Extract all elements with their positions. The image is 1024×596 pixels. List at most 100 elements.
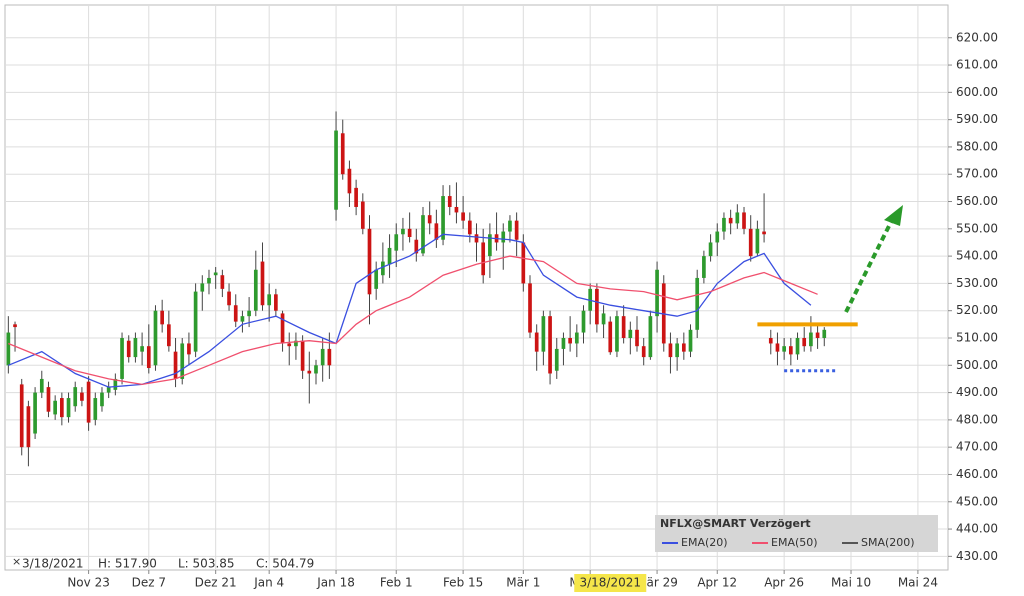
candle-body — [488, 234, 492, 257]
candle-body — [641, 346, 646, 358]
candle-body — [407, 228, 412, 238]
candle-body — [6, 332, 11, 366]
candle-body — [681, 343, 686, 352]
candle-body — [414, 239, 419, 254]
candle-body — [421, 215, 425, 254]
legend-label: SMA(200) — [861, 536, 915, 549]
candle-body — [193, 291, 198, 352]
candle-body — [280, 313, 285, 344]
candle-body — [554, 348, 559, 371]
candle-body — [615, 316, 619, 352]
legend-label: EMA(20) — [681, 536, 728, 549]
candle-body — [621, 316, 626, 338]
candle-body — [581, 310, 586, 333]
y-tick-label: 440.00 — [956, 522, 998, 536]
y-tick-label: 490.00 — [956, 385, 998, 399]
candle-body — [688, 329, 693, 352]
candle-body — [822, 329, 827, 338]
candle-body — [755, 228, 760, 254]
candle-body — [39, 378, 44, 393]
candle-body — [287, 343, 292, 347]
candle-body — [635, 329, 639, 347]
candle-body — [146, 346, 151, 369]
candle-body — [521, 242, 526, 284]
info-close-icon[interactable]: × — [12, 555, 21, 568]
candle-body — [454, 206, 459, 213]
candle-body — [722, 217, 726, 232]
candle-body — [655, 269, 659, 317]
candle-body — [227, 291, 231, 306]
candle-body — [742, 212, 746, 229]
candle-body — [220, 275, 225, 289]
candle-body — [481, 242, 486, 276]
candle-body — [728, 217, 733, 224]
candle-body — [73, 387, 78, 407]
candle-body — [60, 398, 64, 418]
candle-body — [809, 332, 813, 347]
x-tick-label: Jan 18 — [316, 576, 355, 590]
trend-arrow-head — [884, 205, 903, 226]
candle-body — [113, 378, 118, 390]
candle-body — [702, 256, 706, 278]
candle-body — [467, 220, 472, 235]
candle-body — [106, 387, 111, 393]
candle-body — [300, 340, 305, 371]
candle-body — [126, 340, 131, 358]
candle-body — [53, 400, 57, 415]
x-tick-label: Mär 1 — [506, 576, 540, 590]
candle-body — [26, 406, 31, 448]
y-tick-label: 600.00 — [956, 85, 998, 99]
candle-body — [675, 343, 679, 358]
info-date: 3/18/2021 — [22, 557, 84, 571]
candle-body — [534, 332, 539, 352]
candle-body — [267, 294, 272, 306]
candle-body — [441, 196, 445, 240]
y-tick-label: 590.00 — [956, 112, 998, 126]
candle-body — [775, 343, 780, 352]
candle-body — [601, 313, 606, 325]
candle-body — [340, 133, 345, 175]
info-low: L: 503.85 — [178, 557, 235, 571]
candle-body — [548, 316, 552, 374]
candle-body — [274, 294, 278, 311]
candle-body — [434, 223, 439, 240]
y-tick-label: 560.00 — [956, 194, 998, 208]
candle-body — [401, 228, 405, 235]
info-close: C: 504.79 — [256, 557, 314, 571]
candle-body — [160, 310, 165, 325]
candle-body — [240, 316, 245, 322]
candle-body — [628, 329, 633, 338]
candle-body — [80, 392, 84, 401]
y-tick-label: 430.00 — [956, 549, 998, 563]
candle-body — [46, 387, 51, 412]
candle-body — [167, 324, 171, 347]
legend-box — [655, 515, 938, 552]
plot-area — [4, 4, 949, 571]
candle-body — [762, 231, 766, 235]
candle-body — [93, 398, 98, 420]
candle-body — [782, 346, 786, 352]
candle-body — [574, 332, 579, 344]
candle-body — [334, 130, 338, 210]
candle-body — [374, 269, 379, 289]
y-tick-label: 450.00 — [956, 494, 998, 508]
x-tick-label: Mai 10 — [831, 576, 871, 590]
y-tick-label: 570.00 — [956, 167, 998, 181]
y-tick-label: 550.00 — [956, 221, 998, 235]
y-tick-label: 530.00 — [956, 276, 998, 290]
candle-body — [200, 283, 205, 292]
candle-body — [19, 384, 24, 448]
x-tick-label: Apr 12 — [697, 576, 737, 590]
indicator-line — [8, 233, 812, 388]
candle-body — [133, 337, 138, 358]
candle-body — [695, 277, 700, 330]
candle-body — [173, 351, 178, 379]
candle-body — [180, 343, 185, 379]
x-tick-label: Feb 1 — [380, 576, 413, 590]
legend-label: EMA(50) — [771, 536, 818, 549]
candle-body — [514, 220, 519, 240]
candle-body — [568, 337, 572, 344]
candle-body — [314, 365, 318, 374]
candle-body — [815, 332, 820, 338]
